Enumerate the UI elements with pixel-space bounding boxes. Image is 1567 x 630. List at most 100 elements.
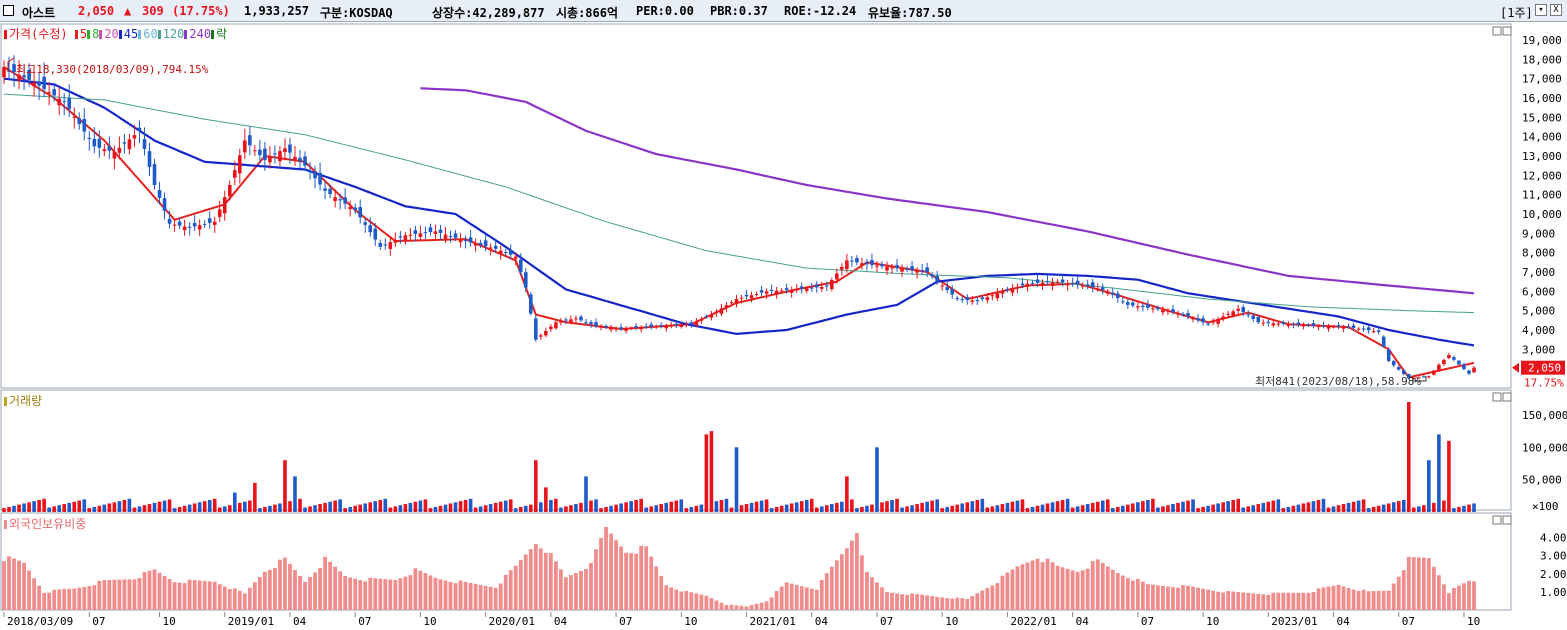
ma-legend-item: 45 — [119, 27, 138, 41]
volume-bar — [98, 506, 102, 512]
foreign-bar — [138, 578, 142, 610]
volume-bar — [57, 505, 61, 512]
x-tick-label: 2019/01 — [228, 615, 274, 628]
volume-bar — [690, 507, 694, 512]
volume-bar — [32, 501, 36, 512]
foreign-bar — [1161, 586, 1165, 610]
volume-bar — [629, 501, 633, 512]
volume-bar — [1111, 508, 1115, 512]
volume-bar — [695, 506, 699, 512]
foreign-bar — [1121, 576, 1125, 610]
candle-body — [128, 139, 132, 149]
candle-body — [569, 319, 573, 322]
foreign-bar — [900, 594, 904, 610]
foreign-bar — [1377, 591, 1381, 610]
candle-body — [52, 89, 56, 95]
foreign-bar — [469, 583, 473, 610]
volume-bar — [780, 506, 784, 512]
candle-body — [138, 128, 142, 131]
candle-body — [644, 327, 648, 328]
foreign-bar — [128, 579, 132, 610]
foreign-bar — [970, 596, 974, 610]
foreign-bar — [1016, 566, 1020, 610]
volume-bar — [1216, 503, 1220, 512]
price-y-tick-label: 17,000 — [1522, 73, 1562, 86]
ma-legend-item: 20 — [99, 27, 118, 41]
volume-bar — [1392, 502, 1396, 512]
candle-body — [1267, 322, 1271, 323]
candle-body — [1387, 350, 1391, 361]
volume-bar — [27, 502, 31, 512]
volume-bar — [123, 500, 127, 512]
volume-bar — [233, 493, 237, 512]
foreign-bar — [12, 559, 16, 610]
volume-bar — [62, 504, 66, 512]
candle-body — [419, 233, 423, 237]
candle-body — [1211, 322, 1215, 323]
price-y-tick-label: 15,000 — [1522, 111, 1562, 124]
foreign-bar — [504, 575, 508, 610]
x-tick-label: 10 — [945, 615, 958, 628]
candle-body — [1261, 323, 1265, 324]
x-tick-label: 04 — [554, 615, 568, 628]
foreign-bar — [915, 594, 919, 610]
volume-bar — [318, 504, 322, 512]
low-annotation: 최저841(2023/08/18),58.98% — [1255, 375, 1421, 388]
volume-bar — [955, 505, 959, 512]
foreign-bar — [1000, 576, 1004, 610]
foreign-bar — [795, 585, 799, 610]
volume-bar — [1282, 508, 1286, 512]
volume-bar — [1146, 500, 1150, 512]
x-tick-label: 2018/03/09 — [7, 615, 73, 628]
candle-body — [604, 326, 608, 327]
volume-bar — [654, 505, 658, 512]
candle-body — [268, 157, 272, 162]
volume-bar — [1347, 503, 1351, 512]
volume-bar — [996, 505, 1000, 512]
price-legend-label: 가격(수정) — [9, 27, 68, 41]
volume-bar — [1176, 503, 1180, 512]
candle-body — [1121, 301, 1125, 302]
volume-bar — [900, 508, 904, 512]
x-tick-label: 04 — [293, 615, 307, 628]
foreign-bar — [213, 582, 217, 610]
foreign-bar — [107, 580, 111, 610]
volume-bar — [93, 507, 97, 512]
volume-bar — [795, 502, 799, 512]
candle-body — [1347, 327, 1351, 328]
foreign-bar — [1437, 575, 1441, 610]
candle-body — [108, 146, 112, 150]
candle-body — [1392, 361, 1396, 365]
volume-bar — [1307, 502, 1311, 512]
volume-bar — [47, 508, 51, 512]
foreign-bar — [353, 579, 357, 610]
volume-bar — [745, 504, 749, 512]
candle-body — [639, 327, 643, 329]
volume-bar — [258, 508, 262, 512]
foreign-bar — [1382, 591, 1386, 610]
volume-bar — [920, 503, 924, 512]
foreign-bar — [589, 563, 593, 610]
price-y-tick-label: 16,000 — [1522, 92, 1562, 105]
candle-body — [930, 274, 934, 276]
volume-y-tick-label: 150,000 — [1522, 409, 1567, 422]
price-y-tick-label: 19,000 — [1522, 34, 1562, 47]
volume-bar — [313, 505, 317, 512]
candle-body — [57, 99, 61, 106]
foreign-bar — [935, 597, 939, 610]
foreign-bar — [1327, 587, 1331, 610]
candle-body — [409, 235, 413, 236]
volume-bar — [725, 499, 729, 512]
foreign-bar — [1357, 591, 1361, 610]
candle-body — [168, 219, 172, 224]
volume-bar — [1186, 501, 1190, 512]
candle-body — [539, 335, 543, 336]
x-tick-label: 10 — [1467, 615, 1480, 628]
foreign-bar — [1442, 584, 1446, 610]
volume-bar — [2, 508, 6, 512]
foreign-bar — [715, 600, 719, 610]
foreign-bar — [1011, 569, 1015, 610]
volume-bar — [905, 506, 909, 512]
candle-body — [559, 321, 563, 322]
candle-body — [981, 297, 985, 299]
